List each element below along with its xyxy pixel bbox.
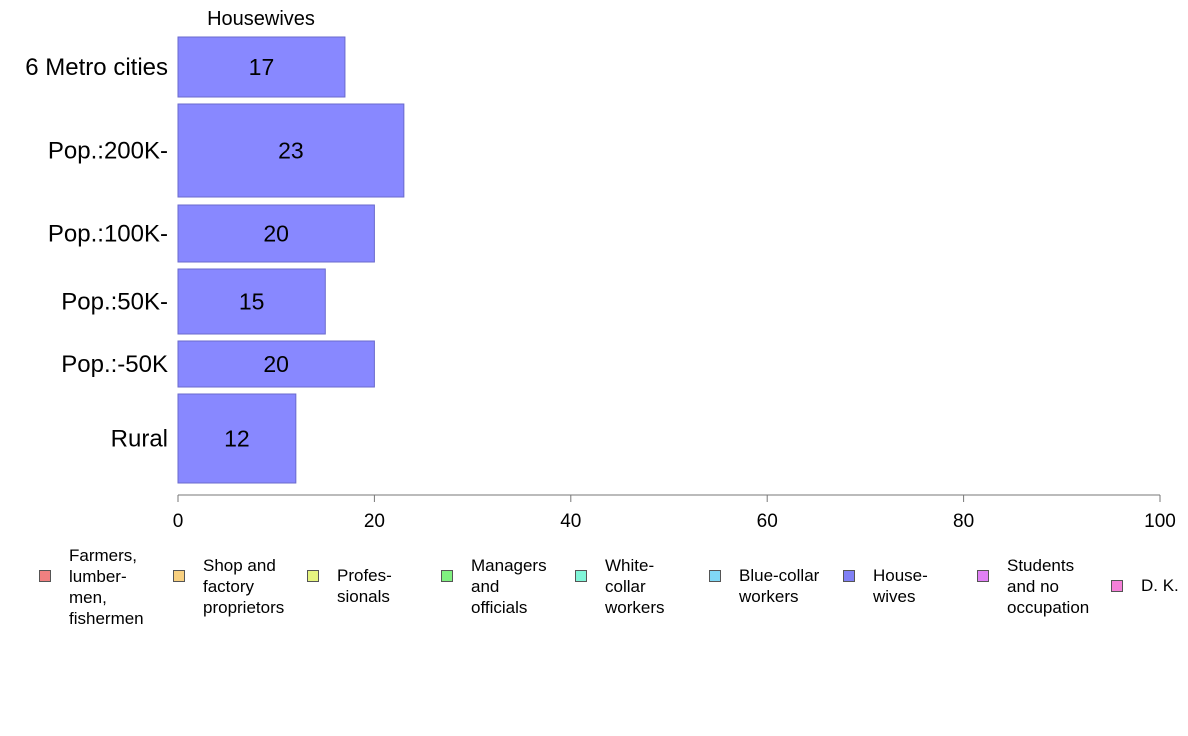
- legend-item: D. K.: [1111, 575, 1179, 596]
- legend-item: White- collar workers: [575, 555, 665, 618]
- legend-label: House- wives: [873, 566, 928, 606]
- bar-3: [177, 268, 326, 335]
- category-label: Pop.:200K-: [48, 138, 168, 165]
- bar-value-label: 12: [224, 426, 250, 452]
- x-axis: 0 20 40 60 80 100: [173, 494, 1176, 532]
- bar-4: [177, 340, 375, 388]
- legend-item: Shop and factory proprietors: [173, 555, 284, 618]
- housewives-bar-chart: Housewives 17 23 20 15 20 12 6 Metro cities Po…: [25, 8, 1176, 532]
- legend-item: Blue-collar workers: [709, 565, 819, 607]
- x-tick-label: 100: [1144, 511, 1176, 532]
- bar-value-label: 17: [249, 54, 275, 80]
- legend-label: Students and no occupation: [1007, 556, 1090, 617]
- bar-0: [177, 36, 346, 98]
- bar-1: [177, 103, 405, 198]
- legend-swatch: [1111, 580, 1123, 592]
- legend-label: D. K.: [1141, 576, 1179, 595]
- legend-label: White- collar workers: [605, 556, 665, 617]
- legend: Farmers, lumber- men, fishermen Shop and …: [0, 546, 1188, 645]
- legend-label: Profes- sionals: [337, 566, 392, 606]
- bar-value-label: 20: [263, 351, 289, 377]
- bar-2: [177, 204, 375, 263]
- bar-value-label: 23: [278, 138, 304, 164]
- bar-5: [177, 393, 297, 484]
- x-tick-label: 0: [173, 511, 184, 532]
- legend-swatch: [173, 570, 185, 582]
- legend-swatch: [977, 570, 989, 582]
- legend-item: Farmers, lumber- men, fishermen: [39, 545, 144, 629]
- legend-swatch: [39, 570, 51, 582]
- legend-swatch: [843, 570, 855, 582]
- x-tick-label: 60: [757, 511, 778, 532]
- legend-swatch: [709, 570, 721, 582]
- legend-label: Managers and officials: [471, 556, 547, 617]
- bars-group: 17 23 20 15 20 12: [177, 36, 405, 484]
- category-labels: 6 Metro cities Pop.:200K- Pop.:100K- Pop.:5…: [25, 54, 168, 453]
- x-tick-label: 40: [560, 511, 581, 532]
- legend-item: Students and no occupation: [977, 555, 1089, 618]
- legend-item: Profes- sionals: [307, 565, 392, 607]
- legend-swatch: [575, 570, 587, 582]
- legend-label: Blue-collar workers: [739, 566, 820, 606]
- legend-label: Farmers, lumber- men, fishermen: [69, 546, 144, 628]
- legend-label: Shop and factory proprietors: [203, 556, 285, 617]
- category-label: Rural: [111, 426, 168, 453]
- x-tick-label: 80: [953, 511, 974, 532]
- chart-title: Housewives: [207, 8, 315, 30]
- category-label: Pop.:50K-: [61, 289, 168, 316]
- legend-item: Managers and officials: [441, 555, 547, 618]
- x-tick-label: 20: [364, 511, 385, 532]
- bar-value-label: 15: [239, 289, 265, 315]
- bar-value-label: 20: [263, 221, 289, 247]
- category-label: 6 Metro cities: [25, 54, 168, 81]
- category-label: Pop.:100K-: [48, 221, 168, 248]
- legend-swatch: [307, 570, 319, 582]
- category-label: Pop.:-50K: [61, 351, 168, 378]
- legend-swatch: [441, 570, 453, 582]
- legend-item: House- wives: [843, 565, 928, 607]
